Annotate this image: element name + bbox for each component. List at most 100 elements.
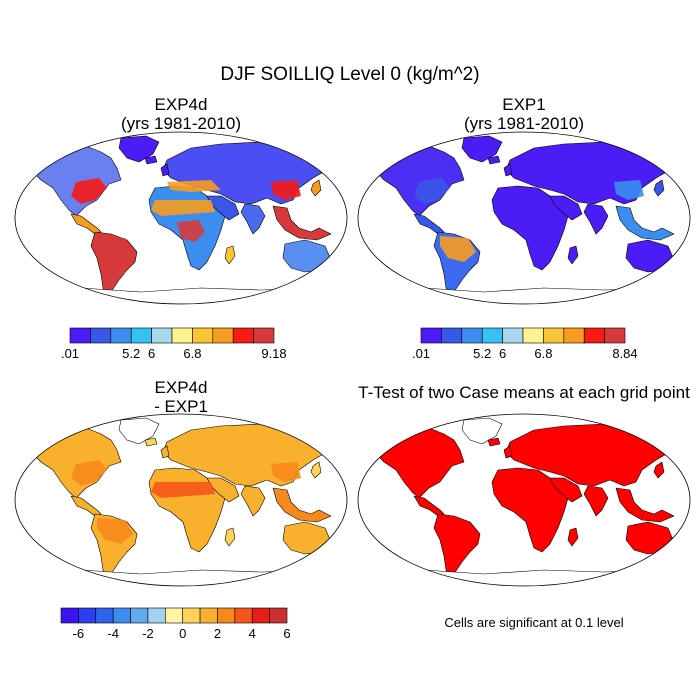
colorbar-swatch: [95, 607, 114, 624]
region-se-asia: [272, 487, 332, 523]
colorbar-tick-label: .01: [412, 346, 430, 361]
map-panel-exp1: [357, 131, 691, 305]
region-madagascar: [567, 245, 579, 265]
region-madagascar: [224, 245, 236, 265]
region-se-asia: [272, 205, 332, 241]
colorbar-tick-label: 6: [283, 626, 290, 641]
region-arabia: [549, 195, 583, 221]
region-india: [583, 203, 609, 235]
region-iceland: [144, 155, 158, 165]
colorbar-swatch: [217, 607, 236, 624]
colorbar-tick-label: 4: [249, 626, 256, 641]
colorbar-tick-label: .01: [61, 346, 79, 361]
colorbar-diff: -6 -4 -2 0 2 4 6: [60, 607, 291, 641]
accent-sahel: [151, 482, 215, 498]
map-land: [30, 417, 344, 586]
colorbar-swatch: [110, 327, 132, 344]
region-central-america: [70, 213, 102, 235]
colorbar-swatch: [182, 607, 201, 624]
region-south-america: [433, 513, 481, 581]
colorbar-swatch: [60, 607, 79, 624]
region-north-america: [30, 145, 122, 217]
colorbar-tick-label: -6: [73, 626, 85, 641]
panel-diff-title-line2: - EXP1: [154, 397, 208, 416]
map-panel-exp4d: [14, 131, 348, 305]
colorbar-tick-label: -2: [142, 626, 154, 641]
colorbar-tick-label: 6: [148, 346, 155, 361]
region-antarctica: [373, 287, 685, 304]
region-se-asia: [615, 205, 675, 241]
region-north-america: [373, 427, 465, 499]
colorbar-tick-label: 8.84: [612, 346, 637, 361]
region-uk: [160, 163, 170, 177]
region-uk: [503, 445, 513, 459]
accent-med: [167, 180, 221, 192]
region-north-america: [30, 427, 122, 499]
colorbar-swatch: [232, 327, 254, 344]
colorbar-swatch: [212, 327, 234, 344]
accent-conus-east: [414, 178, 450, 204]
region-japan: [310, 461, 322, 479]
colorbar-swatch: [502, 327, 524, 344]
colorbar-swatch: [171, 327, 193, 344]
region-antarctica: [30, 287, 342, 304]
region-new-zealand: [334, 265, 344, 281]
region-india: [240, 485, 266, 517]
panel-ttest-title: T-Test of two Case means at each grid po…: [358, 383, 690, 402]
region-iceland: [487, 437, 501, 447]
region-new-zealand: [334, 547, 344, 563]
ttest-significance-note: Cells are significant at 0.1 level: [444, 615, 623, 630]
colorbar-tick-label: 6.8: [183, 346, 201, 361]
colorbar-tick-label: 5.2: [473, 346, 491, 361]
colorbar-exp1: .01 5.2 6 6.8 8.84: [412, 327, 638, 361]
colorbar-swatch: [522, 327, 544, 344]
colorbar-swatch: [130, 607, 149, 624]
colorbar-swatch: [90, 327, 112, 344]
colorbar-swatch: [563, 327, 585, 344]
colorbar-swatch: [69, 327, 91, 344]
colorbar-tick-label: 0: [179, 626, 186, 641]
region-antarctica: [373, 569, 685, 586]
region-central-america: [413, 495, 445, 517]
colorbar-tick-label: 2: [214, 626, 221, 641]
colorbar-swatch: [112, 607, 131, 624]
colorbar-swatch: [147, 607, 166, 624]
accent-conus-east: [71, 178, 107, 204]
panel-diff-title-line1: EXP4d: [155, 378, 208, 397]
map-panel-ttest: [357, 413, 691, 587]
region-se-asia: [615, 487, 675, 523]
map-land: [373, 417, 687, 586]
accent-congo: [177, 220, 205, 242]
colorbar-swatch: [253, 327, 275, 344]
colorbar-swatch: [78, 607, 97, 624]
accent-amazon: [440, 236, 476, 262]
region-iceland: [487, 155, 501, 165]
colorbar-swatch: [604, 327, 626, 344]
map-panel-diff: [14, 413, 348, 587]
region-new-zealand: [677, 547, 687, 563]
region-antarctica: [30, 569, 342, 586]
region-madagascar: [567, 527, 579, 547]
accent-sahel: [151, 200, 215, 216]
region-africa: [491, 185, 569, 271]
colorbar-tick-label: -4: [107, 626, 119, 641]
region-new-zealand: [677, 265, 687, 281]
colorbar-tick-label: 6: [499, 346, 506, 361]
panel-exp4d-title-line2: (yrs 1981-2010): [121, 114, 241, 133]
colorbar-swatch: [165, 607, 183, 624]
accent-china-south: [614, 180, 644, 200]
panel-exp4d-title-line1: EXP4d: [155, 95, 208, 114]
colorbar-swatch: [269, 607, 288, 624]
region-africa: [491, 467, 569, 553]
accent-amazon: [97, 236, 133, 262]
colorbar-swatch: [441, 327, 463, 344]
accent-amazon: [97, 518, 133, 544]
region-arabia: [549, 477, 583, 503]
map-border: [14, 413, 348, 587]
colorbar-swatch: [420, 327, 442, 344]
accent-china-south: [271, 462, 301, 482]
figure-title: DJF SOILLIQ Level 0 (kg/m^2): [220, 64, 479, 85]
panel-exp1-title-line2: (yrs 1981-2010): [464, 114, 584, 133]
colorbar-swatch: [192, 327, 214, 344]
